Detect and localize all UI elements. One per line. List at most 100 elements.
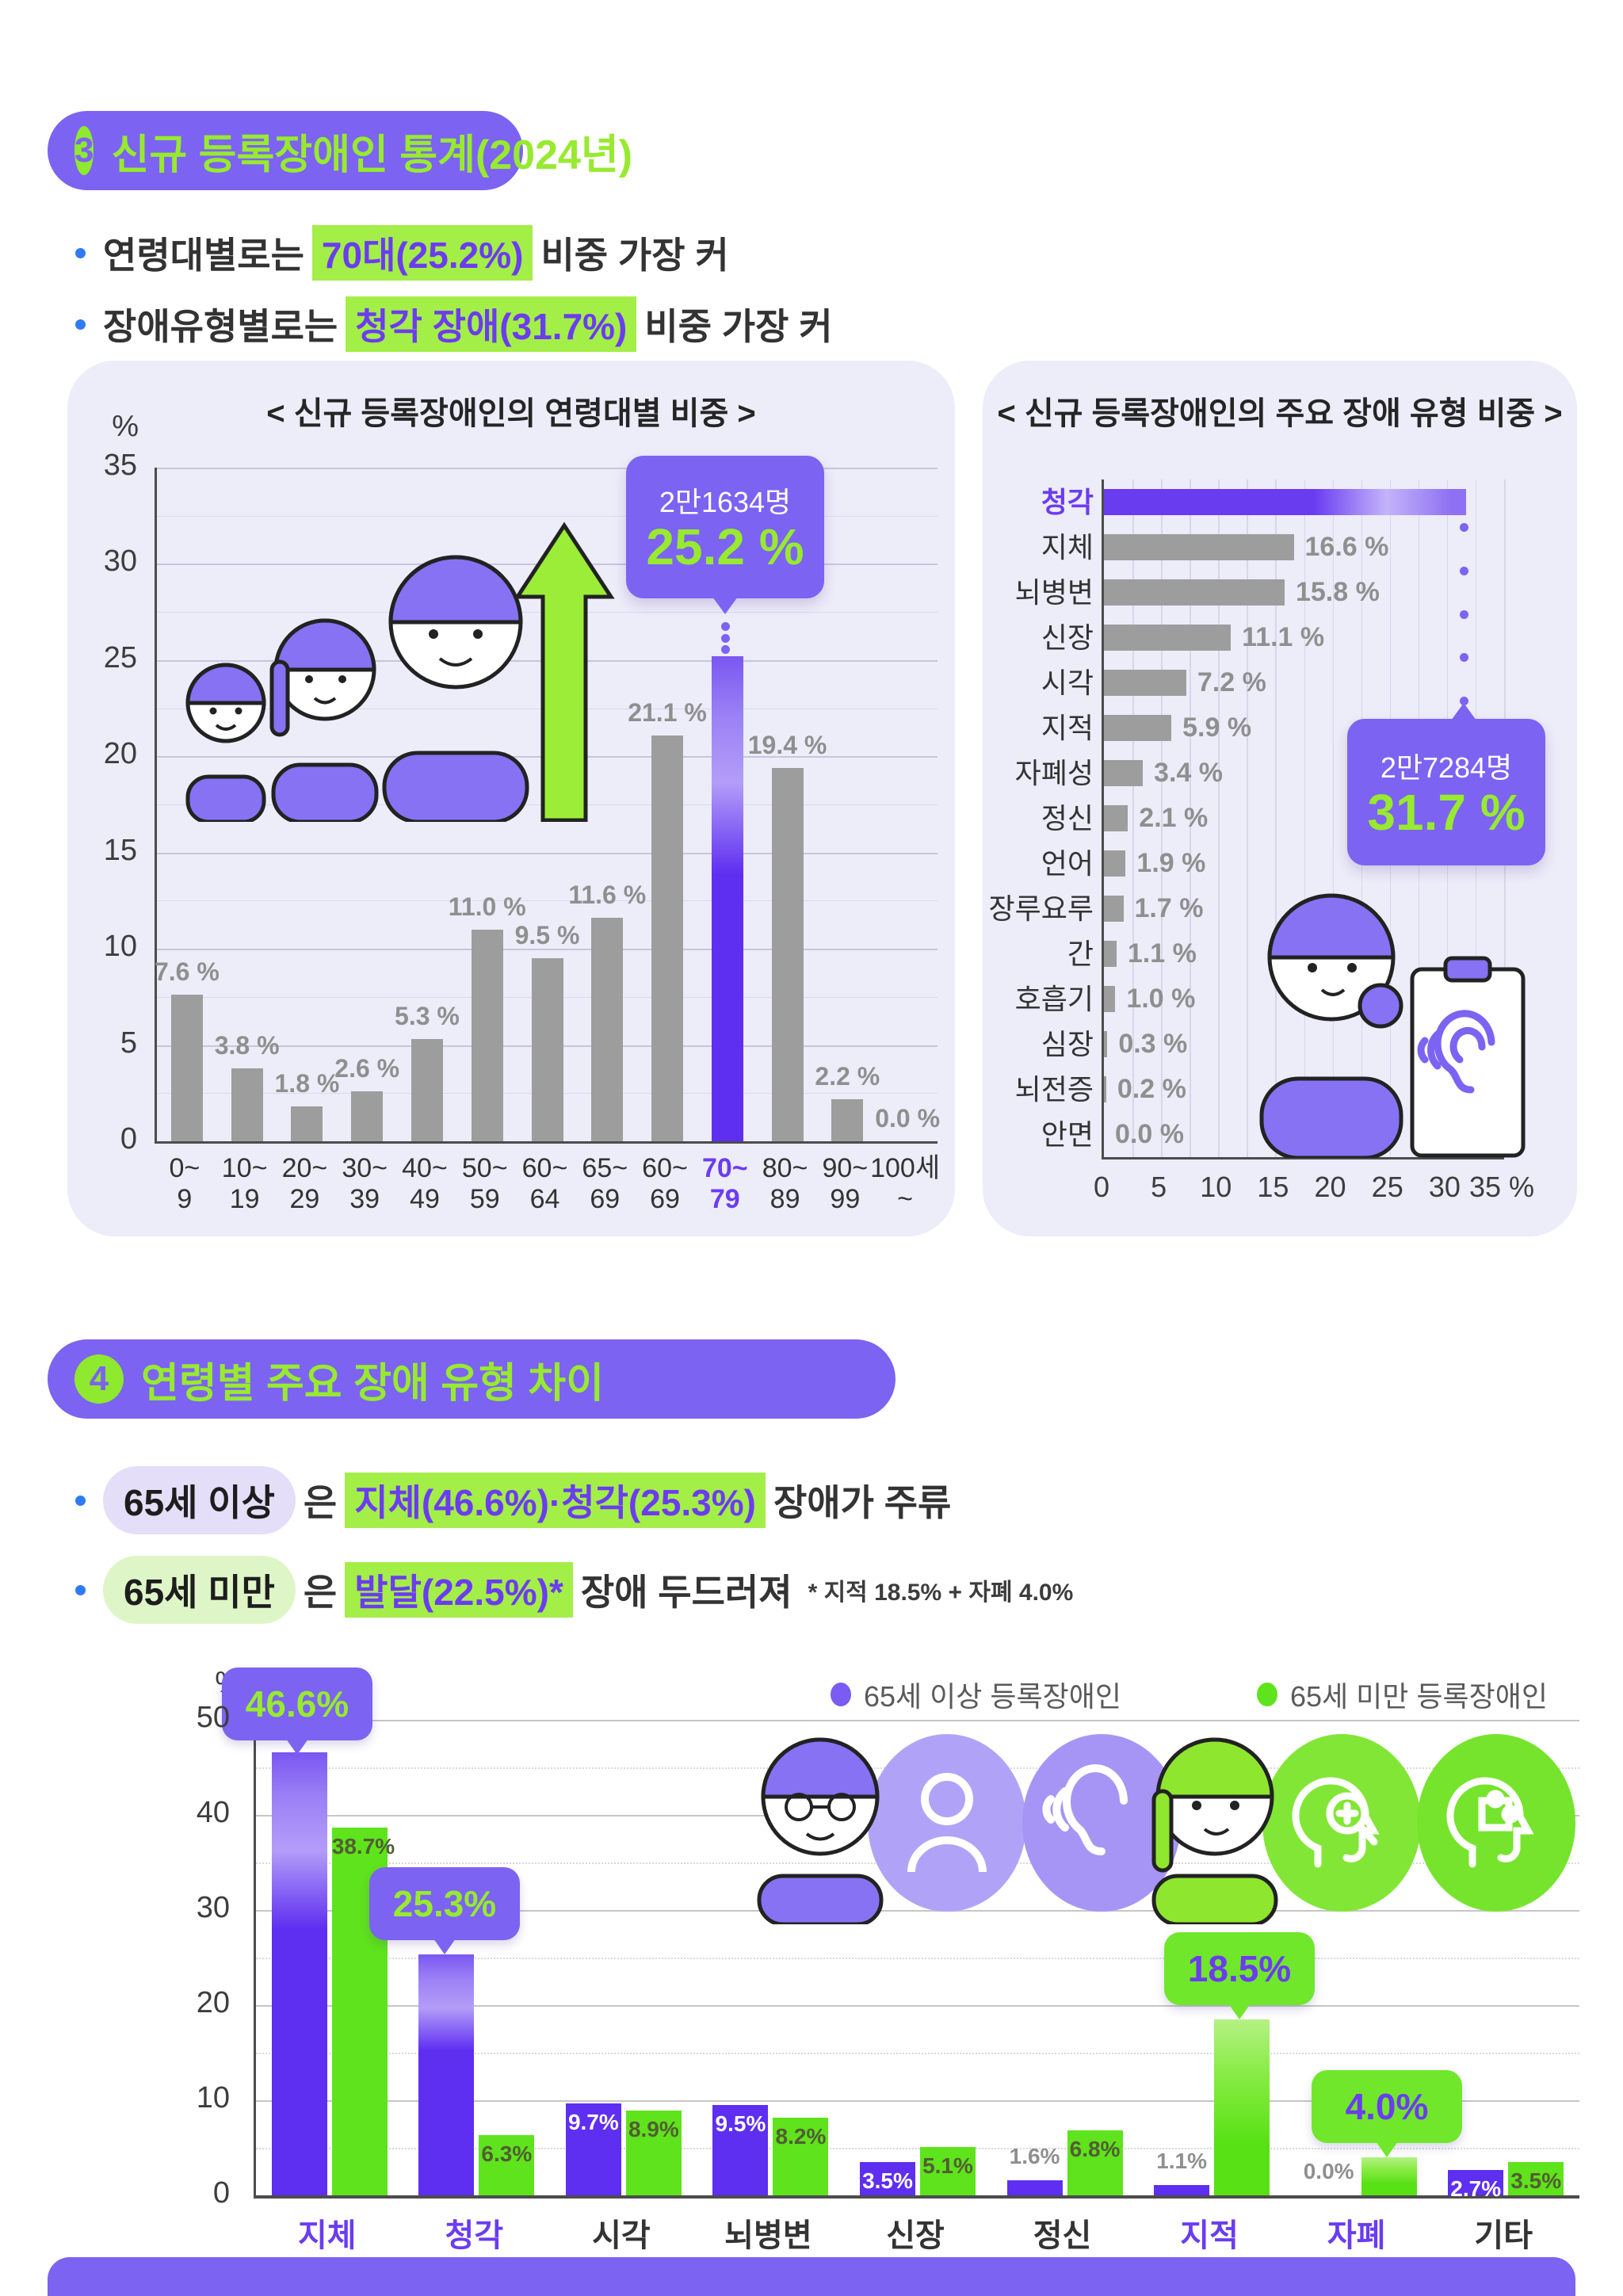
diff-y-tick: 20 <box>196 1986 230 2019</box>
bullet-dot-icon <box>75 1495 86 1506</box>
gridline <box>256 1910 1579 1912</box>
callout-value: 25.3% <box>392 1883 497 1924</box>
age-y-tick: 25 <box>103 640 137 674</box>
gridline <box>256 1720 1579 1721</box>
type-callout: 2만7284명 31.7 % <box>1347 703 1545 865</box>
diff-x-label: 지적 <box>1180 2218 1239 2253</box>
gridline <box>256 2053 1579 2054</box>
diff-bar-under65 <box>773 2117 829 2195</box>
age-x-label: 10~ 19 <box>221 1153 268 1215</box>
diff-bar-65plus <box>860 2162 915 2195</box>
age-chart-title: < 신규 등록장애인의 연령대별 비중 > <box>266 396 756 431</box>
diff-value-label: 3.5% <box>1510 2168 1562 2193</box>
diff-plot-area: 38.7% 6.3% 9.7% 8.9% 9.5% 8.2% 3.5% 5.1% 1.6% 6.8… <box>254 1720 1579 2201</box>
age-callout-connector <box>720 622 730 654</box>
type-category-label: 청각 <box>1041 486 1094 518</box>
gridline <box>1218 479 1220 1157</box>
diff-bar-65plus <box>271 1752 327 2195</box>
glasses-icon <box>785 1793 856 1821</box>
type-value-label: 1.9 % <box>1136 848 1206 878</box>
age-value-label: 2.6 % <box>334 1053 400 1083</box>
legend-label: 65세 미만 등록장애인 <box>1290 1680 1549 1713</box>
age-x-label: 30~ 39 <box>342 1153 388 1215</box>
gridline <box>256 2148 1579 2149</box>
diff-value-label: 1.1% <box>1156 2148 1208 2173</box>
diff-value-label: 1.6% <box>1009 2143 1060 2168</box>
diff-value-label: 3.5% <box>862 2168 913 2193</box>
diff-value-label: 2.7% <box>1450 2176 1502 2201</box>
age-x-label: 65~ 69 <box>582 1153 628 1215</box>
type-category-label: 지적 <box>1041 712 1094 744</box>
section3-bullet-1: 연령대별로는 70대(25.2%) 비중 가장 커 <box>75 224 729 281</box>
bullet-dot-icon <box>75 247 86 258</box>
bullet-text: 비중 가장 커 <box>540 235 729 276</box>
diff-callout-japye: 4.0% <box>1312 2070 1462 2157</box>
age-x-label: 0~ 9 <box>169 1153 200 1215</box>
type-category-label: 뇌전증 <box>1014 1073 1094 1106</box>
diff-x-label: 지체 <box>297 2218 357 2253</box>
type-bar <box>1104 715 1172 741</box>
type-value-label: 3.4 % <box>1154 758 1223 788</box>
type-callout-count: 2만7284명 <box>1380 751 1513 784</box>
section4-bullet-2: 65세 미만 은 발달(22.5%)* 장애 두드러져 * 지적 18.5% +… <box>75 1552 1073 1628</box>
type-value-label: 11.1 % <box>1242 622 1325 652</box>
ear-icon <box>1417 1010 1495 1094</box>
bullet-text: 장애가 주류 <box>773 1482 952 1523</box>
diff-x-label: 정신 <box>1033 2218 1092 2253</box>
age-value-label: 5.3 % <box>395 1002 460 1031</box>
type-value-label: 7.2 % <box>1197 667 1266 697</box>
type-category-label: 호흡기 <box>1014 983 1094 1015</box>
type-value-label: 2.1 % <box>1139 803 1209 833</box>
diff-x-label: 뇌병변 <box>724 2218 812 2253</box>
type-value-label: 1.1 % <box>1127 938 1197 968</box>
type-bar <box>1104 579 1285 606</box>
diff-x-label: 청각 <box>445 2218 504 2253</box>
diff-bar-under65 <box>1508 2162 1564 2195</box>
diff-bar-65plus <box>712 2105 769 2195</box>
diff-bar-under65 <box>920 2146 976 2195</box>
gridline <box>157 468 938 469</box>
legend-dot-green-icon <box>1257 1683 1277 1706</box>
age-y-tick: 30 <box>103 544 137 579</box>
diff-value-label: 6.8% <box>1069 2137 1121 2162</box>
person-icon <box>907 1773 987 1873</box>
type-category-label: 뇌병변 <box>1014 576 1094 609</box>
section3-bullet-2: 장애유형별로는 청각 장애(31.7%) 비중 가장 커 <box>75 296 833 353</box>
diff-y-tick: 40 <box>196 1796 230 1829</box>
age-value-label: 19.4 % <box>747 730 827 759</box>
head-puzzle-icon <box>1446 1777 1534 1868</box>
diff-bar-65plus <box>1006 2179 1063 2195</box>
diff-bar-under65 <box>1067 2130 1123 2195</box>
type-bar <box>1104 760 1144 786</box>
section4-badge: 4 연령별 주요 장애 유형 차이 <box>48 1339 896 1419</box>
diff-value-label: 9.7% <box>567 2109 619 2134</box>
age-x-label: 100세~ <box>870 1153 941 1215</box>
age-callout-count: 2만1634명 <box>659 486 792 519</box>
gridline <box>1161 479 1163 1157</box>
type-category-label: 장루요루 <box>988 892 1094 925</box>
section4-title: 연령별 주요 장애 유형 차이 <box>141 1360 605 1407</box>
diff-bar-65plus <box>1448 2169 1504 2195</box>
legend-65plus: 65세 이상 등록장애인 <box>831 1674 1121 1715</box>
age-value-label: 0.0 % <box>875 1104 941 1133</box>
age-bar <box>831 1098 864 1141</box>
type-category-label: 간 <box>1067 938 1094 970</box>
diff-x-label: 기타 <box>1474 2218 1533 2253</box>
bullet-text: 연령대별로는 <box>103 235 304 276</box>
ear-icon <box>1042 1764 1128 1855</box>
gridline <box>1304 479 1305 1157</box>
callout-tail <box>1451 703 1476 720</box>
age-x-label: 60~ 69 <box>642 1153 688 1215</box>
diff-bar-under65 <box>1361 2157 1417 2195</box>
type-x-tick: 30 <box>1428 1171 1461 1203</box>
age-value-label: 1.8 % <box>274 1069 340 1098</box>
age-value-label: 11.0 % <box>448 892 526 921</box>
diff-y-tick: 10 <box>196 2081 230 2115</box>
age-bar <box>291 1106 323 1141</box>
bullet-text: 장애유형별로는 <box>103 306 338 347</box>
diff-callout-jiche: 46.6% <box>222 1668 372 1755</box>
age-y-unit: % <box>112 410 139 443</box>
type-x-tick: 35 % <box>1468 1171 1535 1203</box>
age-value-label: 2.2 % <box>815 1061 880 1091</box>
age-value-label: 3.8 % <box>214 1030 280 1060</box>
